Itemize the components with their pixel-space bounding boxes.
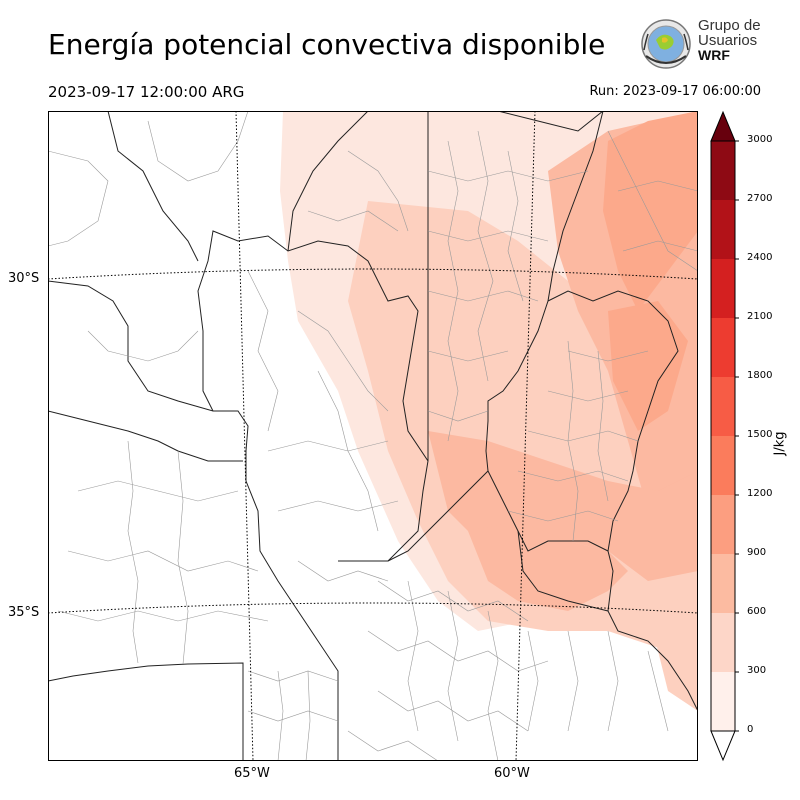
cape-map: [48, 111, 698, 761]
cape-shading-900-1200: [603, 111, 698, 311]
colorbar-tick-label: 2700: [747, 193, 773, 204]
colorbar-bin-1200: [711, 436, 735, 495]
cape-shading-600-900-c: [468, 521, 628, 611]
colorbar-bin-600: [711, 554, 735, 613]
parallel-30s: [48, 268, 698, 280]
colorbar-bin-900: [711, 495, 735, 554]
colorbar-bin-300: [711, 613, 735, 672]
colorbar-extend-min: [710, 730, 736, 762]
province-borders: [48, 111, 698, 761]
run-time: Run: 2023-09-17 06:00:00: [589, 84, 761, 99]
colorbar-tick-label: 0: [747, 724, 754, 735]
valid-time: 2023-09-17 12:00:00 ARG: [48, 83, 245, 101]
cape-shading-900-1200-b: [608, 301, 688, 431]
map-frame: [48, 111, 698, 761]
colorbar-scale: [710, 110, 739, 762]
colorbar: 0 300 600 900 1200 1500 1800 2100 2400 2700 3000: [710, 110, 790, 770]
colorbar-bin-0: [711, 672, 735, 731]
cape-shading-300-600-east: [648, 591, 698, 711]
lon-label-65w: 65°W: [234, 766, 270, 781]
colorbar-bin-2100: [711, 259, 735, 318]
colorbar-tick-label: 3000: [747, 134, 773, 145]
colorbar-unit-label: J/kg: [772, 431, 788, 456]
graticule: [48, 111, 698, 761]
colorbar-tick-label: 1800: [747, 370, 773, 381]
logo-line-3: WRF: [698, 47, 730, 63]
colorbar-bin-1800: [711, 318, 735, 377]
colorbar-tick-label: 900: [747, 547, 767, 558]
colorbar-bin-1500: [711, 377, 735, 436]
colorbar-extend-max: [710, 110, 736, 142]
colorbar-tick-label: 300: [747, 665, 767, 676]
map-title: Energía potencial convectiva disponible: [48, 28, 606, 61]
globe-logo-icon: [641, 19, 691, 69]
logo-text: Grupo de Usuarios WRF: [698, 18, 761, 63]
logo-line-1: Grupo de: [698, 17, 761, 34]
parallel-35s: [48, 602, 698, 614]
colorbar-tick-label: 2400: [747, 252, 773, 263]
wrf-group-logo: Grupo de Usuarios WRF: [638, 16, 768, 72]
lat-label-35s: 35°S: [8, 605, 40, 620]
colorbar-bin-2700: [711, 141, 735, 200]
department-borders: [48, 111, 698, 761]
colorbar-tick-label: 1500: [747, 429, 773, 440]
colorbar-bin-2400: [711, 200, 735, 259]
lat-label-30s: 30°S: [8, 271, 40, 286]
colorbar-tick-label: 2100: [747, 311, 773, 322]
logo-line-2: Usuarios: [698, 32, 758, 49]
lon-label-60w: 60°W: [494, 766, 530, 781]
colorbar-tick-label: 1200: [747, 488, 773, 499]
colorbar-tick-label: 600: [747, 606, 767, 617]
